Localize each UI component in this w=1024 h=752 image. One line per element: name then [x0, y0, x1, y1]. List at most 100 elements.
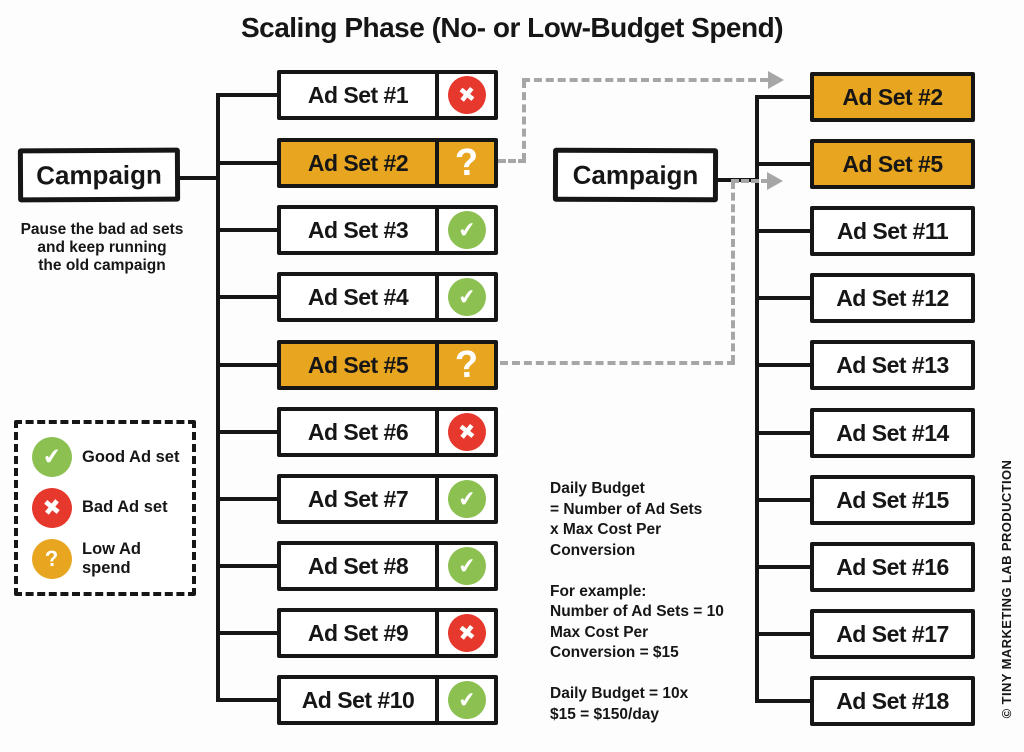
status-cell: ?: [439, 140, 494, 185]
ad-set-row-17: Ad Set #17: [810, 609, 975, 659]
connector-branch: [755, 296, 812, 300]
connector-branch: [216, 228, 277, 232]
budget-line: Daily Budget = 10x: [550, 685, 689, 702]
dashed-arrow-adset2-segment: [498, 159, 526, 163]
ad-set-label: Ad Set #8: [281, 545, 439, 587]
status-cell: ✔: [439, 478, 494, 520]
dashed-arrow-adset5-segment: [731, 179, 769, 183]
ad-set-row-13: Ad Set #13: [810, 340, 975, 390]
ad-set-row-2-new: Ad Set #2: [810, 72, 975, 122]
ad-set-label: Ad Set #10: [281, 679, 439, 721]
status-cell: ✖: [439, 411, 494, 453]
ad-set-label: Ad Set #6: [281, 411, 439, 453]
ad-set-row-5-new: Ad Set #5: [810, 139, 975, 189]
cross-circle-icon: ✖: [445, 411, 488, 453]
status-cell: ✔: [439, 545, 494, 587]
ad-set-label: Ad Set #7: [281, 478, 439, 520]
status-cell: ✖: [439, 74, 494, 116]
budget-line: [550, 561, 760, 582]
pause-note: Pause the bad ad sets and keep running t…: [4, 221, 200, 275]
connector-branch: [216, 631, 277, 635]
campaign-label: Campaign: [36, 159, 162, 190]
copyright-text: © TINY MARKETING LAB PRODUCTION: [999, 459, 1014, 719]
budget-line: Daily Budget: [550, 480, 645, 497]
check-circle-icon: ✔: [445, 679, 488, 721]
dashed-arrow-adset5-segment: [500, 361, 735, 365]
connector-branch: [755, 565, 812, 569]
status-cell: ?: [439, 342, 494, 387]
budget-line: $15 = $150/day: [550, 705, 660, 723]
connector-branch: [216, 161, 277, 165]
connector-trunk-right: [755, 95, 759, 703]
status-cell: ✖: [439, 612, 494, 654]
connector-branch: [755, 363, 812, 367]
budget-line: Max Cost Per: [550, 623, 649, 641]
ad-set-row-1: Ad Set #1 ✖: [277, 70, 498, 120]
ad-set-label: Ad Set #3: [281, 209, 439, 251]
budget-line: Conversion: [550, 541, 636, 559]
question-icon: ?: [453, 342, 480, 387]
arrowhead-icon: [768, 71, 784, 89]
legend: ✔ Good Ad set ✖ Bad Ad set ? Low Ad spen…: [14, 420, 196, 596]
check-circle-icon: ✔: [445, 209, 488, 251]
ad-set-row-14: Ad Set #14: [810, 408, 975, 458]
campaign-label: Campaign: [572, 159, 699, 190]
connector-branch: [216, 564, 277, 568]
note-line: the old campaign: [38, 256, 166, 274]
legend-label: Bad Ad set: [82, 498, 168, 517]
question-circle-icon: ?: [30, 536, 74, 581]
note-line: Pause the bad ad sets: [20, 221, 184, 238]
ad-set-label: Ad Set #2: [281, 142, 439, 184]
ad-set-row-16: Ad Set #16: [810, 542, 975, 592]
cross-circle-icon: ✖: [30, 486, 74, 530]
connector-branch: [755, 498, 812, 502]
status-cell: ✔: [439, 209, 494, 251]
budget-line: x Max Cost Per: [550, 521, 662, 538]
connector-branch: [216, 698, 277, 702]
connector-branch: [216, 363, 277, 367]
arrowhead-icon: [767, 172, 783, 190]
campaign-box-right: Campaign: [552, 147, 719, 203]
legend-label: Good Ad set: [82, 447, 180, 466]
ad-set-row-15: Ad Set #15: [810, 475, 975, 525]
connector-branch: [755, 431, 812, 435]
ad-set-row-6: Ad Set #6 ✖: [277, 407, 498, 457]
connector-trunk-middle: [216, 93, 220, 702]
status-cell: ✔: [439, 679, 494, 721]
cross-circle-icon: ✖: [445, 74, 488, 116]
dashed-arrow-adset2-segment: [522, 78, 768, 82]
note-line: and keep running: [37, 238, 167, 256]
connector-campaign-left: [176, 176, 220, 180]
budget-line: Number of Ad Sets = 10: [550, 603, 724, 620]
ad-set-label: Ad Set #1: [281, 74, 439, 116]
budget-line: = Number of Ad Sets: [550, 500, 703, 518]
page-title: Scaling Phase (No- or Low-Budget Spend): [240, 12, 784, 43]
ad-set-row-5: Ad Set #5 ?: [277, 340, 498, 390]
ad-set-row-18: Ad Set #18: [810, 676, 975, 726]
connector-branch: [755, 229, 812, 233]
legend-label: Low Ad spend: [82, 539, 141, 577]
campaign-box-left: Campaign: [17, 147, 181, 203]
ad-set-row-3: Ad Set #3 ✔: [277, 205, 498, 255]
connector-branch: [216, 93, 277, 97]
connector-branch: [216, 497, 277, 501]
dashed-arrow-adset5-segment: [731, 181, 735, 363]
legend-item-low: ? Low Ad spend: [30, 536, 192, 581]
ad-set-row-8: Ad Set #8 ✔: [277, 541, 498, 591]
question-icon: ?: [453, 140, 480, 185]
ad-set-row-10: Ad Set #10 ✔: [277, 675, 498, 725]
ad-set-row-7: Ad Set #7 ✔: [277, 474, 498, 524]
ad-set-row-9: Ad Set #9 ✖: [277, 608, 498, 658]
connector-branch: [755, 162, 812, 166]
check-circle-icon: ✔: [445, 545, 488, 587]
check-circle-icon: ✔: [445, 276, 488, 318]
connector-branch: [755, 699, 812, 703]
legend-item-good: ✔ Good Ad set: [30, 435, 192, 480]
dashed-arrow-adset2-segment: [522, 80, 526, 161]
budget-line: For example:: [550, 582, 647, 600]
daily-budget-note: Daily Budget = Number of Ad Sets x Max C…: [550, 479, 760, 725]
ad-set-row-4: Ad Set #4 ✔: [277, 272, 498, 322]
connector-branch: [755, 95, 812, 99]
connector-branch: [755, 632, 812, 636]
